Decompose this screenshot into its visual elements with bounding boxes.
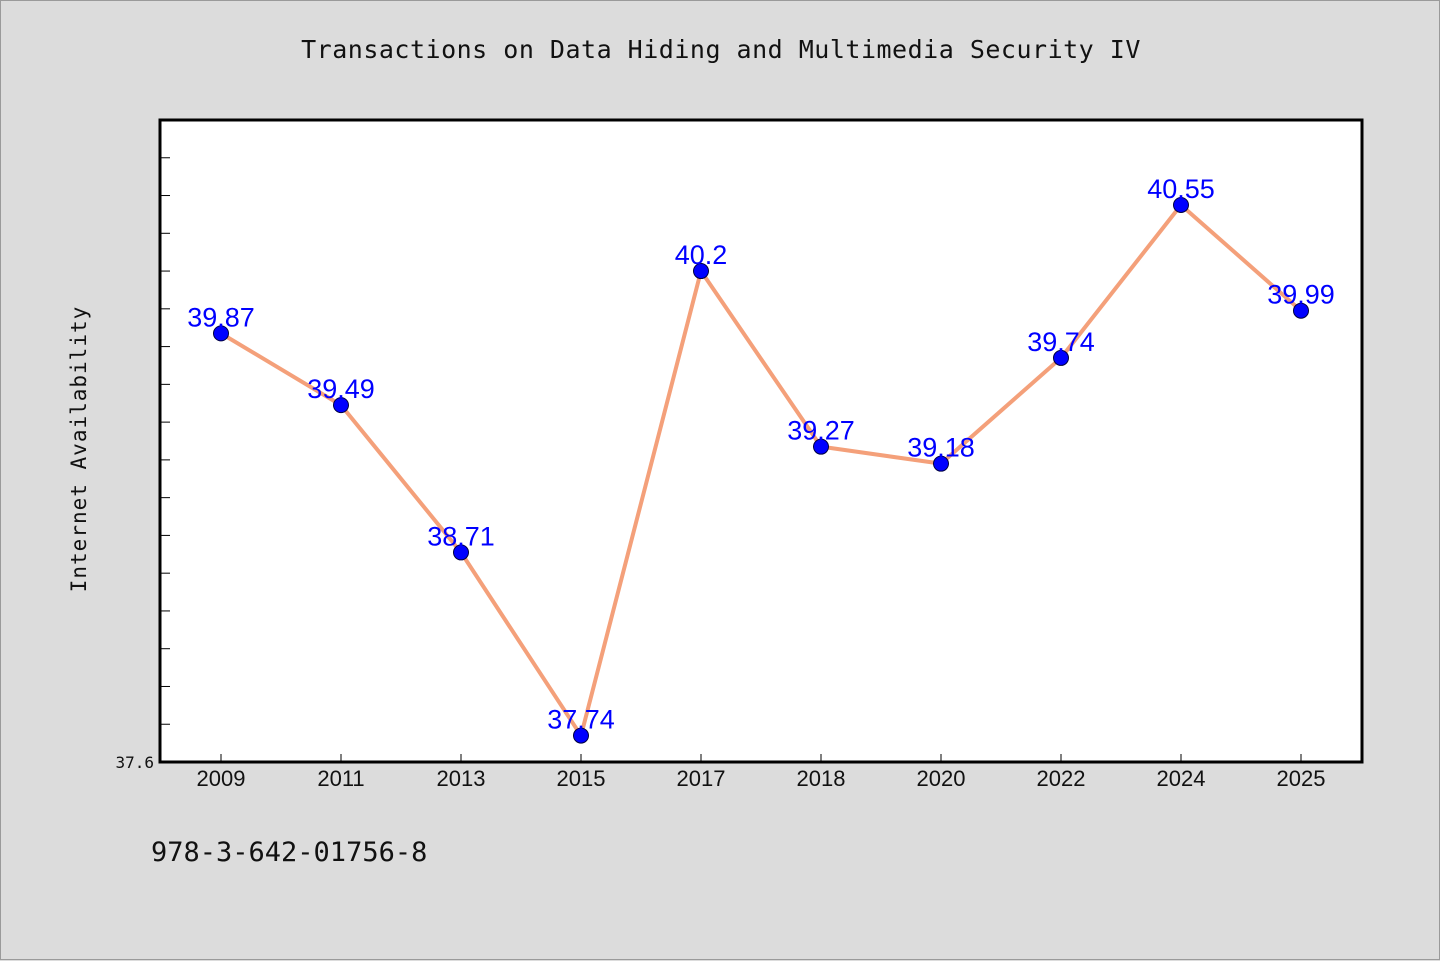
series-line xyxy=(219,202,1303,738)
data-label: 37.74 xyxy=(547,705,615,735)
data-label: 39.99 xyxy=(1267,280,1335,310)
data-label: 39.87 xyxy=(187,302,255,332)
x-tick-label: 2020 xyxy=(917,766,966,791)
data-point xyxy=(1173,196,1189,213)
y-axis-tick-labels: 37.6 xyxy=(115,753,154,772)
x-tick-label: 2024 xyxy=(1157,766,1206,791)
data-point xyxy=(453,544,469,561)
data-point xyxy=(813,438,829,455)
data-label: 39.18 xyxy=(907,433,975,463)
data-label: 39.74 xyxy=(1027,327,1095,357)
data-point xyxy=(1053,349,1069,366)
data-point xyxy=(213,325,229,342)
data-label: 39.49 xyxy=(307,374,375,404)
x-tick-label: 2017 xyxy=(677,766,726,791)
y-tick-label: 37.6 xyxy=(115,753,154,772)
data-label: 40.2 xyxy=(675,240,728,270)
data-point xyxy=(1293,302,1309,319)
x-tick-label: 2013 xyxy=(437,766,486,791)
x-tick-label: 2022 xyxy=(1037,766,1086,791)
x-tick-label: 2009 xyxy=(197,766,246,791)
x-tick-label: 2018 xyxy=(797,766,846,791)
plot-area xyxy=(160,120,1362,762)
x-tick-label: 2025 xyxy=(1277,766,1326,791)
isbn-caption: 978-3-642-01756-8 xyxy=(151,837,428,868)
plot-frame xyxy=(158,118,1364,764)
y-axis-ticks xyxy=(160,119,170,763)
data-labels: 39.87 39.49 38.71 37.74 40.2 39.27 39.18 39.74 4… xyxy=(187,174,1335,735)
x-tick-label: 2015 xyxy=(557,766,606,791)
data-label: 39.27 xyxy=(787,416,855,446)
data-point xyxy=(573,727,589,744)
data-label: 40.55 xyxy=(1147,174,1215,204)
data-point xyxy=(933,455,949,472)
data-markers xyxy=(213,196,1309,744)
data-point xyxy=(693,263,709,280)
x-tick-label: 2011 xyxy=(317,766,364,791)
data-point xyxy=(333,397,349,414)
x-axis-tick-labels: 2009 2011 2013 2015 2017 2018 2020 2022 2024 2025 xyxy=(197,766,1326,791)
data-label: 38.71 xyxy=(427,521,495,551)
chart-title: Transactions on Data Hiding and Multimed… xyxy=(301,35,1141,64)
